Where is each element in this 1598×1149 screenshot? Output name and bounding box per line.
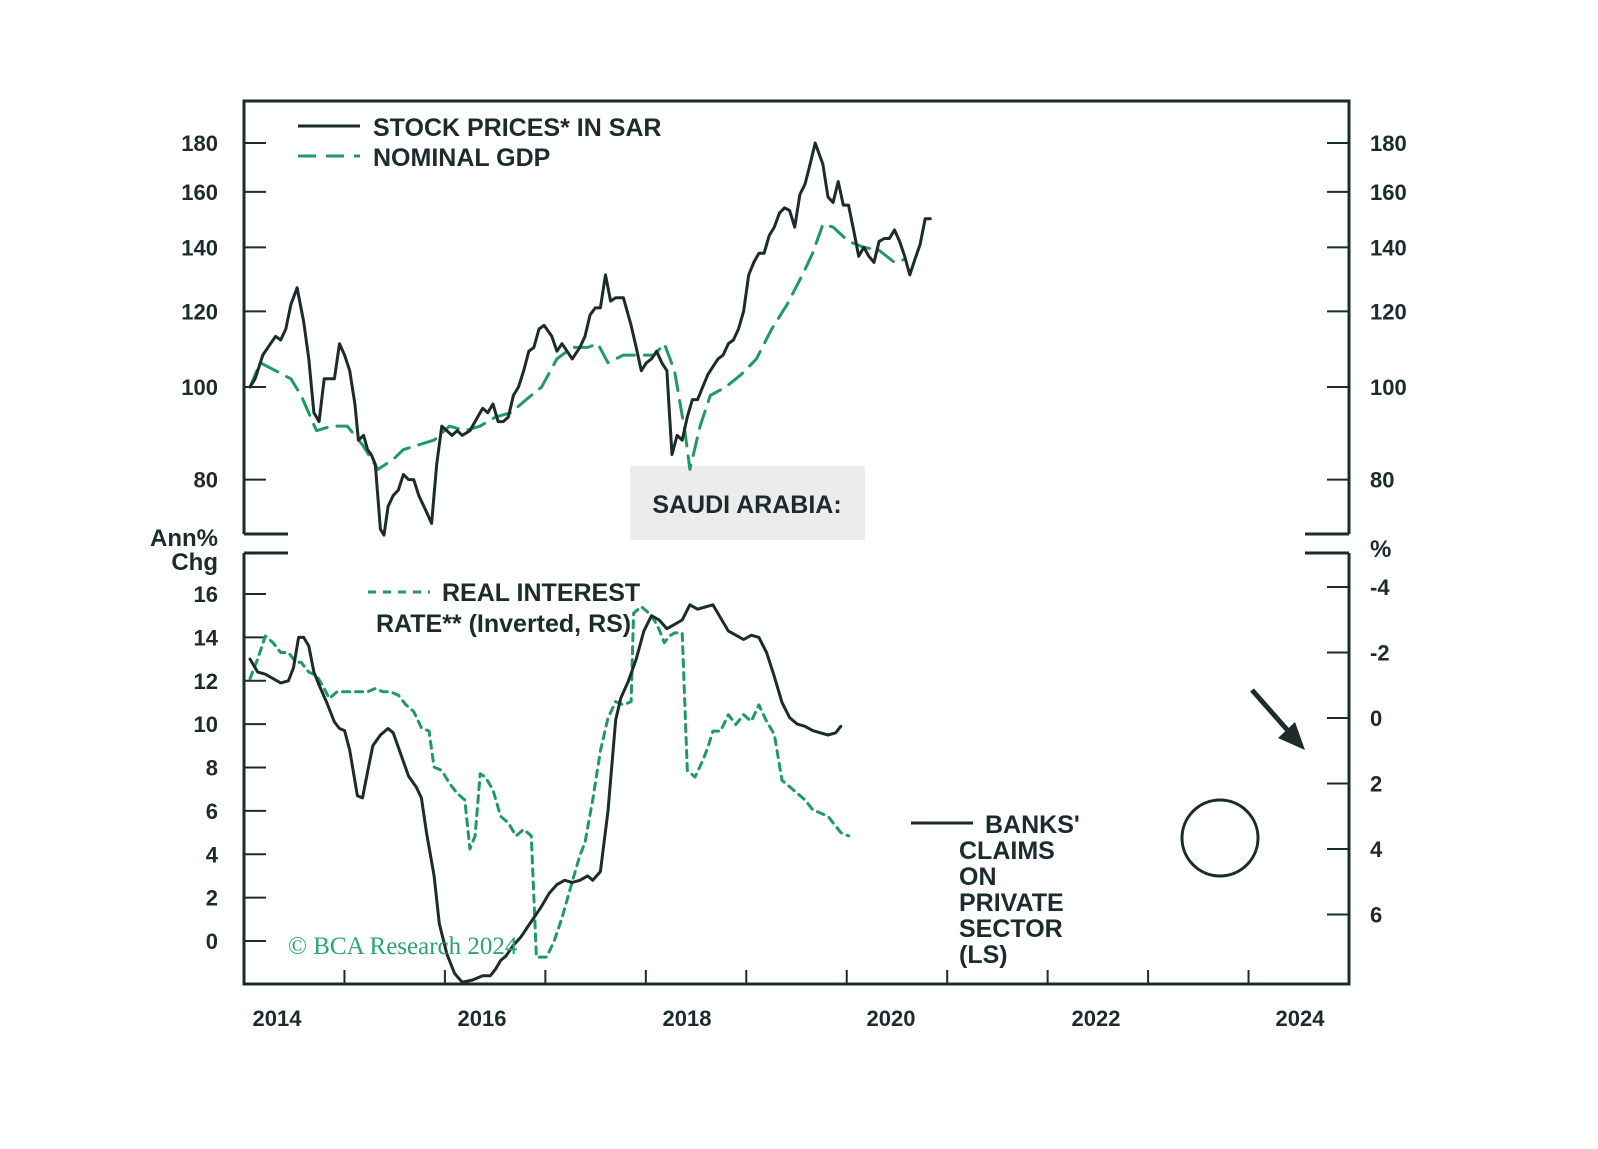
top-left-tick-label: 140 — [181, 235, 218, 260]
legend-banks-claims-line: PRIVATE — [959, 889, 1064, 917]
bottom-right-tick-label: 6 — [1370, 903, 1382, 928]
x-tick-label: 2024 — [1276, 1006, 1326, 1031]
title-box-label: SAUDI ARABIA: — [652, 491, 841, 519]
series-stock-prices — [248, 141, 932, 537]
bottom-left-axis: 16 14 12 10 8 6 4 2 0 — [194, 582, 266, 954]
bottom-left-tick-label: 14 — [194, 625, 219, 650]
legend-banks-claims-line: CLAIMS — [959, 837, 1055, 865]
top-right-tick-label: 120 — [1370, 299, 1407, 324]
legend-real-interest-rate-line2: RATE** (Inverted, RS) — [376, 610, 631, 638]
top-left-tick-label: 160 — [181, 180, 218, 205]
legend-nominal-gdp: NOMINAL GDP — [298, 144, 550, 172]
bottom-left-tick-label: 0 — [206, 929, 218, 954]
down-arrow-icon — [1250, 688, 1305, 750]
bottom-right-tick-label: 2 — [1370, 772, 1382, 797]
legend-banks-claims-line: (LS) — [959, 941, 1008, 969]
bottom-left-tick-label: 4 — [206, 842, 219, 867]
bottom-left-tick-label: 16 — [194, 582, 218, 607]
legend-stock-prices-label: STOCK PRICES* IN SAR — [373, 114, 661, 142]
bottom-left-tick-label: 10 — [194, 712, 218, 737]
series-nominal-gdp — [248, 222, 907, 471]
series-banks-claims — [248, 603, 843, 984]
bottom-left-unit-line2: Chg — [171, 549, 218, 576]
bottom-right-tick-label: 0 — [1370, 706, 1382, 731]
bottom-right-tick-label: -4 — [1370, 575, 1390, 600]
title-box: SAUDI ARABIA: — [630, 466, 865, 540]
series-real-interest-rate — [248, 605, 850, 959]
legend-banks-claims-line: SECTOR — [959, 915, 1063, 943]
bottom-left-tick-label: 6 — [206, 799, 218, 824]
top-left-tick-label: 100 — [181, 375, 218, 400]
x-tick-label: 2018 — [663, 1006, 712, 1031]
x-tick-label: 2022 — [1072, 1006, 1121, 1031]
series-layer — [248, 141, 932, 984]
top-right-tick-label: 140 — [1370, 235, 1407, 260]
x-tick-label: 2020 — [867, 1006, 916, 1031]
legend-real-interest-rate-line1: REAL INTEREST — [442, 579, 640, 607]
bottom-left-tick-label: 8 — [206, 756, 218, 781]
legend-nominal-gdp-label: NOMINAL GDP — [373, 144, 550, 172]
legend-banks-claims-line: BANKS' — [985, 811, 1080, 839]
top-right-tick-label: 180 — [1370, 131, 1407, 156]
bottom-left-tick-label: 12 — [194, 669, 218, 694]
top-left-axis: 180 160 140 120 100 80 — [181, 131, 266, 493]
x-axis: 2014 2016 2018 2020 2022 2024 — [243, 970, 1326, 1031]
top-left-tick-label: 180 — [181, 131, 218, 156]
watermark: © BCA Research 2024 — [288, 933, 518, 960]
bottom-right-axis: -4 -2 0 2 4 6 — [1327, 575, 1390, 928]
top-right-tick-label: 80 — [1370, 468, 1394, 493]
bottom-right-tick-label: 4 — [1370, 837, 1383, 862]
top-right-tick-label: 100 — [1370, 375, 1407, 400]
top-panel-border — [242, 99, 1351, 534]
top-left-tick-label: 120 — [181, 299, 218, 324]
title-box-background — [630, 466, 865, 540]
bottom-left-tick-label: 2 — [206, 886, 218, 911]
top-right-axis: 180 160 140 120 100 80 — [1327, 131, 1407, 493]
highlight-circle — [1180, 798, 1260, 878]
bottom-right-tick-label: -2 — [1370, 641, 1390, 666]
top-left-tick-label: 80 — [194, 468, 218, 493]
top-right-tick-label: 160 — [1370, 180, 1407, 205]
x-tick-label: 2014 — [253, 1006, 303, 1031]
bottom-right-unit: % — [1370, 536, 1391, 563]
x-tick-label: 2016 — [458, 1006, 507, 1031]
legend-stock-prices: STOCK PRICES* IN SAR — [298, 114, 661, 142]
legend-banks-claims-line: ON — [959, 863, 997, 891]
legend-real-interest-rate: REAL INTEREST RATE** (Inverted, RS) — [368, 579, 640, 638]
bottom-left-unit-line1: Ann% — [150, 525, 218, 552]
